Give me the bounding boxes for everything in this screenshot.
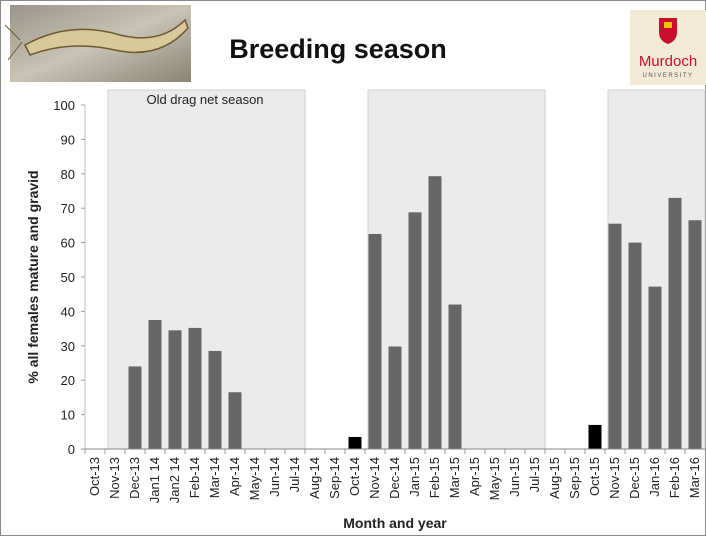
y-tick-label: 80	[61, 167, 75, 182]
chart-title: Breeding season	[229, 34, 447, 64]
bar	[368, 234, 382, 449]
bar	[388, 346, 402, 449]
bar	[688, 220, 702, 449]
x-tick-label: Dec-14	[387, 457, 402, 499]
bar	[168, 330, 182, 449]
bar	[188, 327, 202, 449]
y-tick-label: 30	[61, 339, 75, 354]
x-tick-label: Sep-14	[327, 457, 342, 499]
x-tick-label: Oct-13	[87, 457, 102, 496]
x-tick-label: Jun-15	[507, 457, 522, 497]
x-tick-label: Mar-16	[687, 457, 702, 498]
x-tick-label: Jan-16	[647, 457, 662, 497]
x-tick-label: Oct-14	[347, 457, 362, 496]
bar	[348, 436, 362, 449]
x-tick-label: Aug-15	[547, 457, 562, 499]
y-tick-label: 60	[61, 236, 75, 251]
y-tick-label: 100	[53, 98, 75, 113]
x-tick-label: Jan-15	[407, 457, 422, 497]
x-axis-title: Month and year	[343, 515, 447, 531]
x-tick-label: Mar-15	[447, 457, 462, 498]
x-tick-label: Nov-13	[107, 457, 122, 499]
x-tick-label: Jun-14	[267, 457, 282, 497]
x-tick-label: Mar-14	[207, 457, 222, 498]
x-tick-label: Nov-14	[367, 457, 382, 499]
bar	[588, 424, 602, 449]
logo: Murdoch UNIVERSITY	[630, 10, 706, 85]
x-tick-label: Feb-14	[187, 457, 202, 498]
y-tick-label: 90	[61, 132, 75, 147]
x-tick-label: May-14	[247, 457, 262, 500]
logo-name: Murdoch	[639, 53, 697, 70]
y-tick-label: 70	[61, 201, 75, 216]
y-tick-label: 10	[61, 408, 75, 423]
bar	[228, 392, 242, 449]
x-tick-label: Dec-15	[627, 457, 642, 499]
x-tick-label: Feb-15	[427, 457, 442, 498]
bar	[408, 212, 422, 449]
y-tick-label: 50	[61, 270, 75, 285]
shrimp-photo	[4, 5, 191, 82]
x-tick-label: Sep-15	[567, 457, 582, 499]
bar	[428, 176, 442, 449]
x-tick-label: Jul-15	[527, 457, 542, 492]
x-tick-label: Aug-14	[307, 457, 322, 499]
y-tick-label: 20	[61, 373, 75, 388]
x-tick-label: Jan2 14	[167, 457, 182, 503]
bar	[128, 366, 142, 449]
x-tick-label: Jan1 14	[147, 457, 162, 503]
x-tick-label: Feb-16	[667, 457, 682, 498]
x-tick-label: Apr-15	[467, 457, 482, 496]
bar	[448, 304, 462, 449]
bar	[628, 242, 642, 449]
x-tick-label: May-15	[487, 457, 502, 500]
y-axis-title: % all females mature and gravid	[25, 170, 41, 383]
y-tick-label: 0	[68, 442, 75, 457]
x-tick-label: Oct-15	[587, 457, 602, 496]
bar	[148, 320, 162, 449]
y-tick-label: 40	[61, 304, 75, 319]
logo-subtitle: UNIVERSITY	[642, 73, 693, 79]
x-tick-label: Dec-13	[127, 457, 142, 499]
x-tick-label: Apr-14	[227, 457, 242, 496]
bar	[648, 286, 662, 449]
x-tick-label: Nov-15	[607, 457, 622, 499]
bar	[208, 350, 222, 449]
bar	[668, 197, 682, 449]
bar	[608, 223, 622, 449]
annotation: Old drag net season	[146, 92, 263, 107]
x-tick-label: Jul-14	[287, 457, 302, 492]
